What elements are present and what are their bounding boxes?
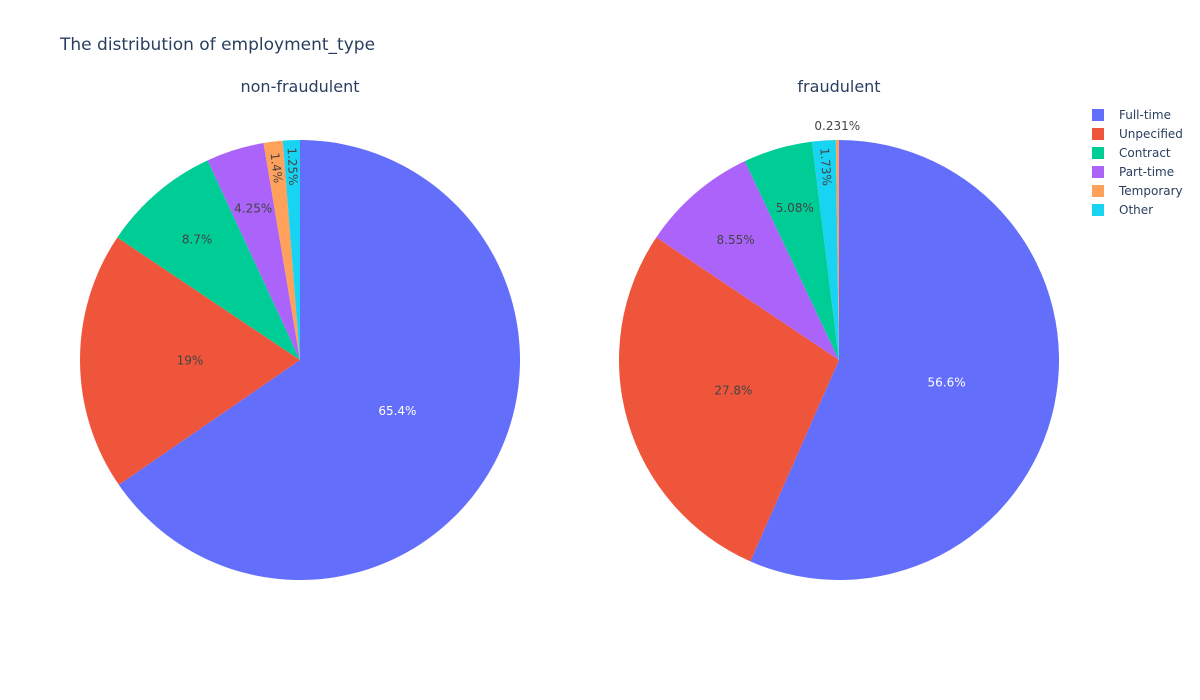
legend-label-other: Other	[1119, 203, 1153, 217]
legend-item-part-time[interactable]: Part-time	[1092, 165, 1174, 179]
legend-swatch-other	[1092, 204, 1104, 216]
pies-layer: non-fraudulent 65.4% 19% 8.7% 4.25% 1.4% 1.25%…	[79, 77, 1060, 580]
slice-label-full-time: 56.6%	[928, 376, 966, 390]
legend-item-contract[interactable]: Contract	[1092, 146, 1171, 160]
pie-slice-part-time[interactable]	[207, 143, 300, 360]
pie-slice-part-time[interactable]	[656, 161, 839, 360]
legend-swatch-unpecified	[1092, 128, 1104, 140]
legend-item-other[interactable]: Other	[1092, 203, 1153, 217]
slice-label-other: 1.25%	[285, 147, 300, 186]
slice-label-part-time: 4.25%	[234, 202, 272, 216]
legend-label-contract: Contract	[1119, 146, 1171, 160]
pie-subtitle: fraudulent	[797, 77, 880, 96]
pie-slice-contract[interactable]	[117, 160, 301, 360]
pie-non-fraudulent: non-fraudulent 65.4% 19% 8.7% 4.25% 1.4% 1.25%	[79, 77, 520, 580]
pie-slice-full-time[interactable]	[750, 140, 1060, 580]
legend[interactable]: Full-time Unpecified Contract Part-time Temp…	[1092, 108, 1183, 217]
pie-slice-temporary[interactable]	[263, 140, 300, 360]
slice-label-full-time: 65.4%	[378, 404, 416, 418]
slice-label-contract: 8.7%	[182, 233, 213, 247]
pie-slice-contract[interactable]	[744, 141, 839, 360]
chart-title: The distribution of employment_type	[59, 35, 375, 55]
pie-slice-other[interactable]	[282, 140, 300, 360]
legend-label-unpecified: Unpecified	[1119, 127, 1183, 141]
slice-label-unpecified: 19%	[177, 354, 204, 368]
legend-swatch-contract	[1092, 147, 1104, 159]
legend-label-full-time: Full-time	[1119, 108, 1171, 122]
legend-item-unpecified[interactable]: Unpecified	[1092, 127, 1183, 141]
pie-slice-temporary[interactable]	[835, 139, 839, 360]
slice-label-unpecified: 27.8%	[714, 384, 752, 398]
pie-fraudulent: fraudulent 56.6% 27.8% 8.55% 5.08% 1.73% 0.231…	[619, 77, 1060, 580]
slice-label-part-time: 8.55%	[717, 233, 755, 247]
slice-label-other: 1.73%	[817, 147, 834, 186]
slice-label-temporary: 1.4%	[267, 152, 285, 184]
pie-slice-unpecified[interactable]	[79, 237, 301, 485]
legend-swatch-temporary	[1092, 185, 1104, 197]
legend-label-temporary: Temporary	[1118, 184, 1183, 198]
legend-swatch-full-time	[1092, 109, 1104, 121]
pie-slice-unpecified[interactable]	[619, 237, 839, 562]
legend-item-temporary[interactable]: Temporary	[1092, 184, 1183, 198]
legend-label-part-time: Part-time	[1119, 165, 1174, 179]
pie-slice-other[interactable]	[811, 140, 839, 360]
pie-subtitle: non-fraudulent	[241, 77, 360, 96]
legend-item-full-time[interactable]: Full-time	[1092, 108, 1171, 122]
slice-label-temporary: 0.231%	[814, 119, 860, 133]
slice-label-contract: 5.08%	[776, 201, 814, 215]
legend-swatch-part-time	[1092, 166, 1104, 178]
pie-slice-full-time[interactable]	[118, 140, 520, 580]
